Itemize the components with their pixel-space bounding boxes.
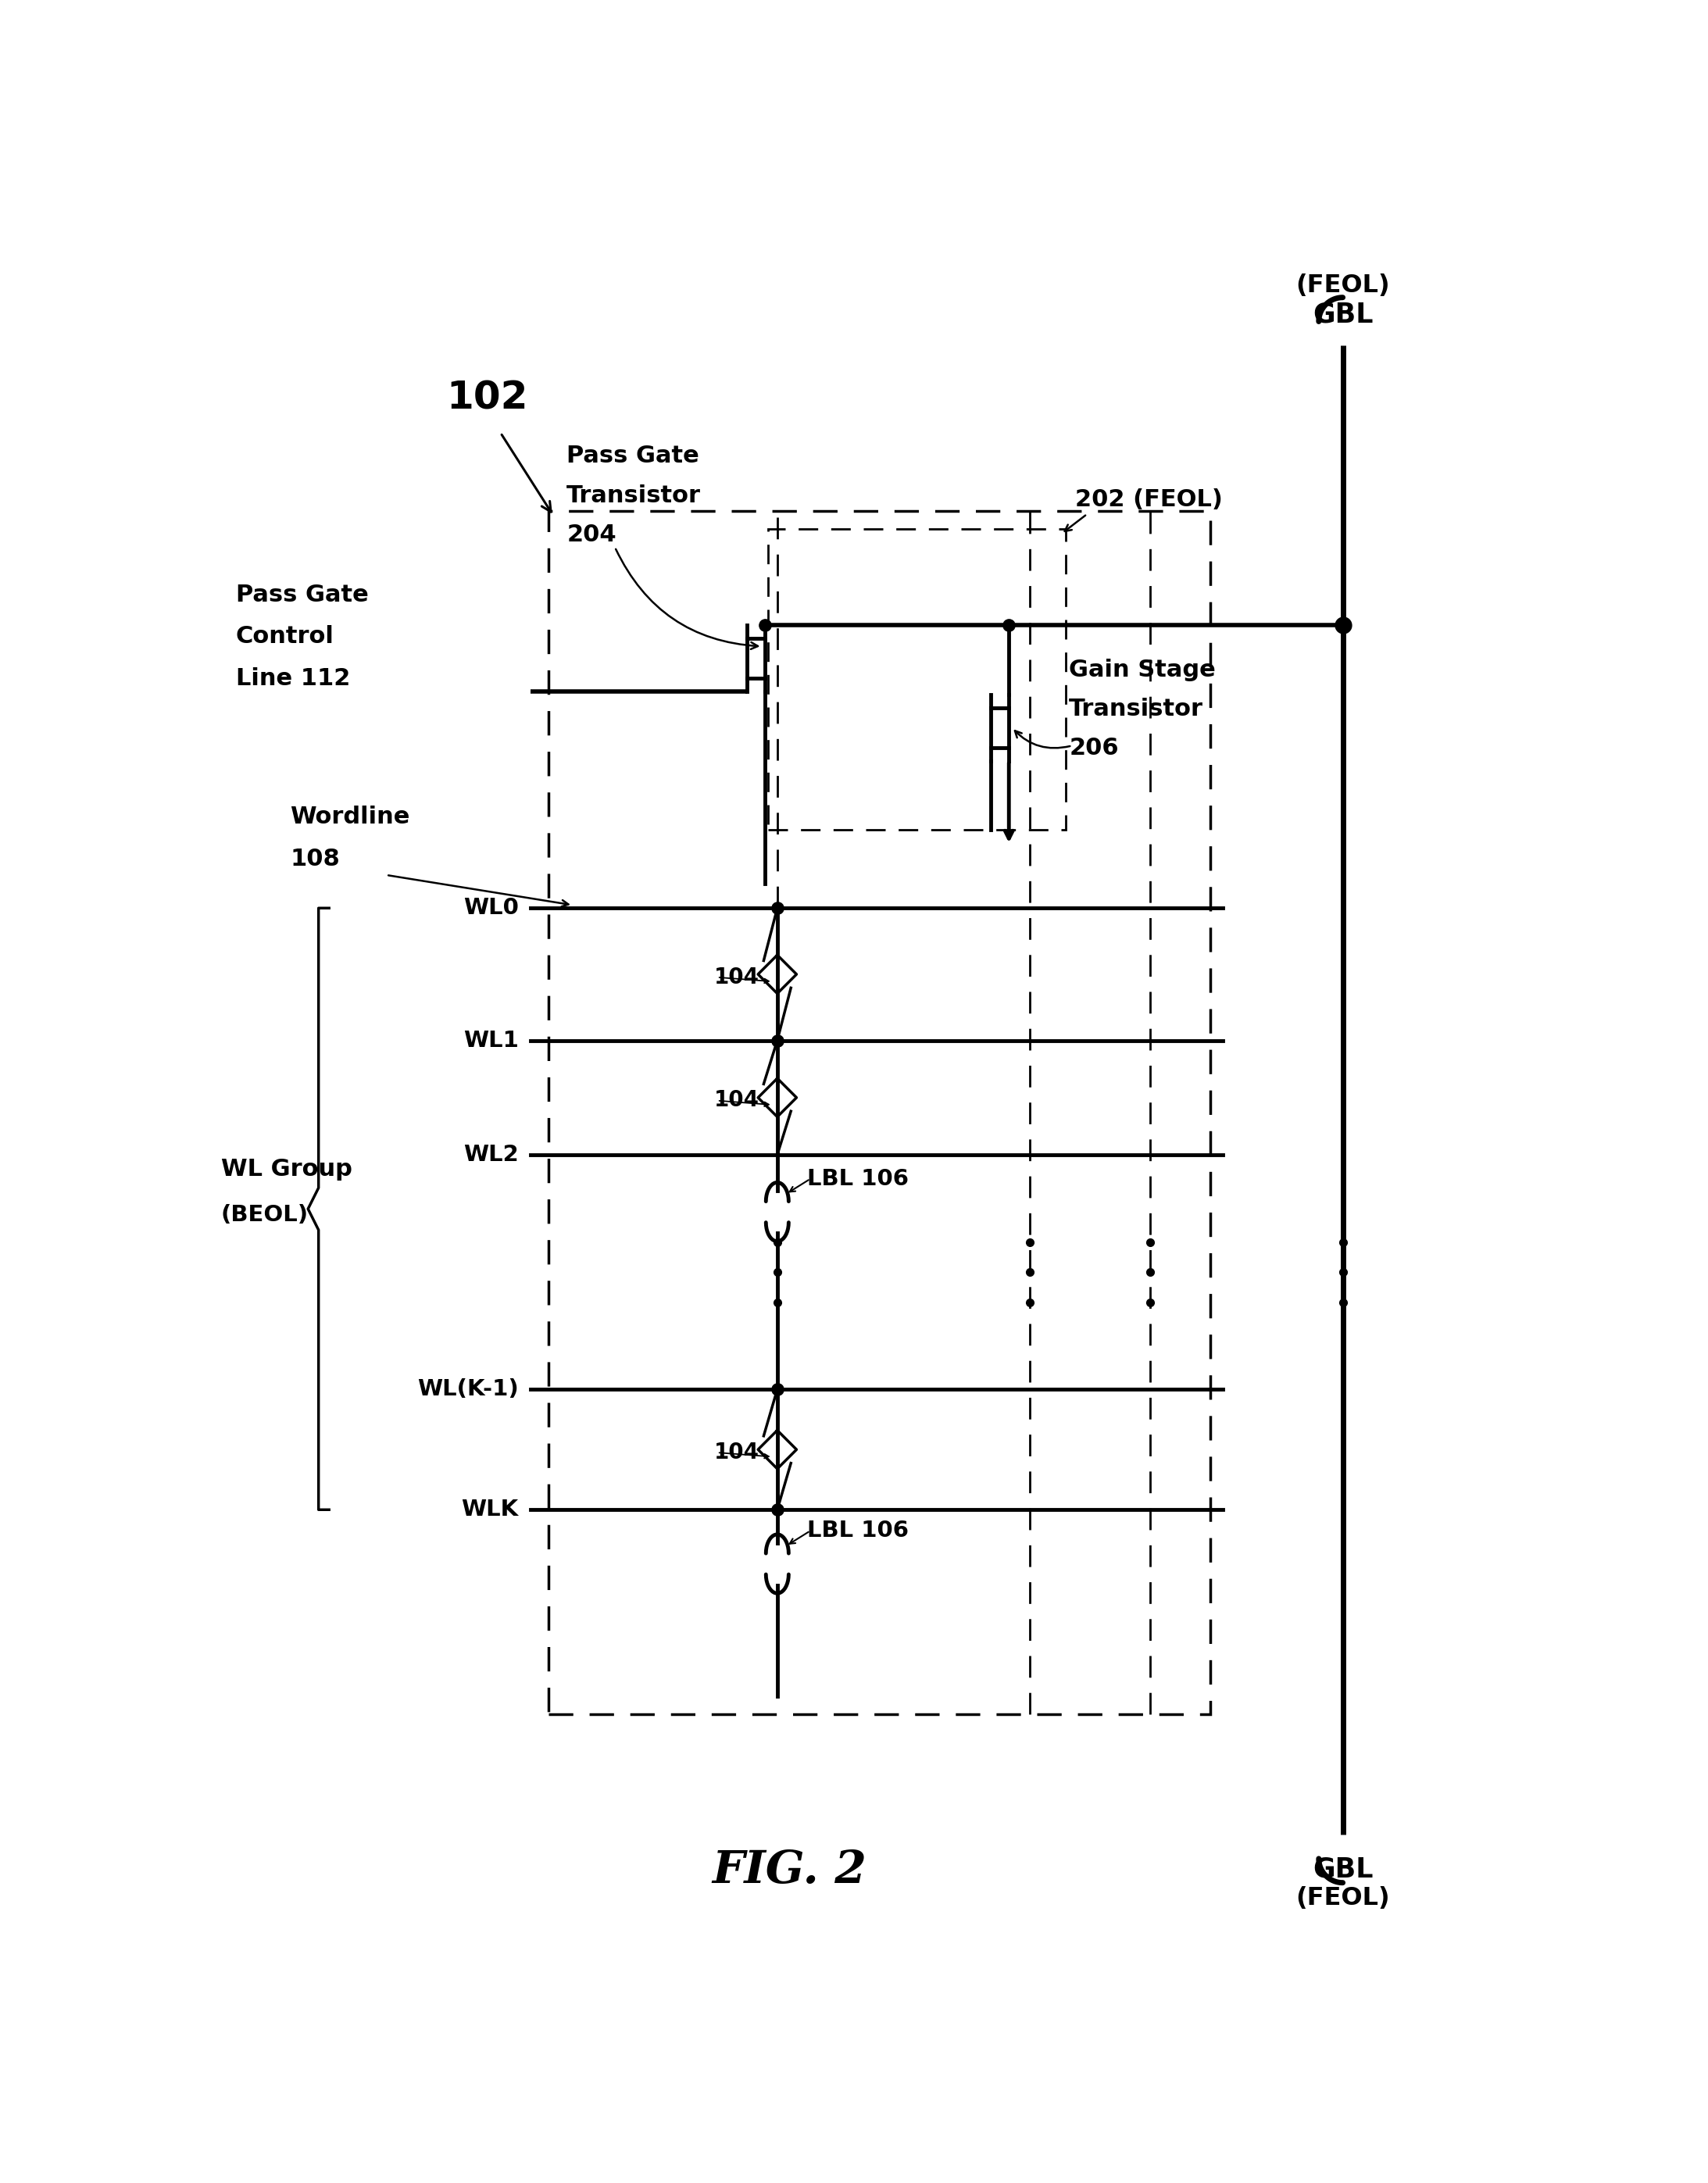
Text: Pass Gate: Pass Gate	[236, 583, 369, 607]
Text: (FEOL): (FEOL)	[1296, 1886, 1390, 1910]
Text: 202 (FEOL): 202 (FEOL)	[1074, 489, 1223, 511]
Text: 108: 108	[290, 847, 340, 871]
Text: WL(K-1): WL(K-1)	[417, 1377, 519, 1399]
Text: WL0: WL0	[463, 897, 519, 919]
Text: 102: 102	[446, 380, 528, 417]
Text: WLK: WLK	[461, 1500, 519, 1522]
Text: Line 112: Line 112	[236, 668, 350, 690]
Text: 104: 104	[714, 1441, 760, 1463]
Text: 104: 104	[714, 967, 760, 989]
Text: Transistor: Transistor	[1069, 699, 1204, 720]
Text: Control: Control	[236, 624, 335, 648]
Text: Transistor: Transistor	[567, 485, 700, 506]
Text: WL2: WL2	[463, 1144, 519, 1166]
Text: WL1: WL1	[463, 1030, 519, 1052]
Text: FIG. 2: FIG. 2	[712, 1849, 866, 1893]
Text: 204: 204	[567, 524, 617, 546]
Text: GBL: GBL	[1312, 301, 1373, 327]
Text: 206: 206	[1069, 736, 1119, 760]
Text: 104: 104	[714, 1089, 760, 1111]
Text: LBL 106: LBL 106	[808, 1519, 909, 1541]
Text: WL Group: WL Group	[220, 1157, 352, 1181]
Text: Wordline: Wordline	[290, 806, 410, 830]
Text: GBL: GBL	[1312, 1856, 1373, 1882]
Bar	[548, 511, 1211, 1714]
Bar	[769, 528, 1066, 830]
Text: Pass Gate: Pass Gate	[567, 445, 699, 467]
Text: (FEOL): (FEOL)	[1296, 273, 1390, 297]
Text: (BEOL): (BEOL)	[220, 1203, 309, 1225]
Text: Gain Stage: Gain Stage	[1069, 659, 1216, 681]
Text: LBL 106: LBL 106	[808, 1168, 909, 1190]
